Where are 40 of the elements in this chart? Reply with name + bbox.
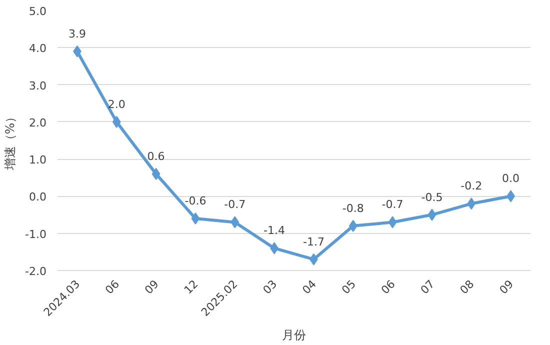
x-tick-label: 08	[458, 278, 477, 297]
data-label: -0.7	[382, 198, 404, 212]
data-label: -0.6	[184, 194, 206, 208]
data-label: -0.5	[421, 190, 443, 204]
y-tick-label: 3.0	[29, 79, 47, 92]
x-tick-label: 12	[182, 278, 201, 297]
data-label: 0.0	[502, 172, 520, 186]
data-label: 0.6	[147, 150, 165, 163]
x-axis-title: 月份	[282, 328, 306, 342]
x-tick-label: 06	[378, 278, 398, 297]
x-tick-label: 09	[497, 278, 516, 297]
y-tick-label: 2.0	[29, 116, 47, 130]
x-tick-label: 09	[142, 278, 162, 297]
data-label: -0.8	[342, 202, 364, 215]
y-tick-label: 1.0	[29, 154, 47, 167]
point	[191, 212, 200, 224]
point	[348, 220, 358, 232]
point	[230, 216, 240, 228]
x-tick-label: 03	[260, 278, 280, 297]
x-tick-label: 06	[102, 278, 122, 297]
point	[152, 168, 160, 180]
y-tick-label: -2.0	[25, 265, 47, 278]
data-label: -1.4	[264, 224, 286, 238]
point	[112, 116, 121, 128]
point	[428, 208, 436, 221]
y-tick-label: -1.0	[25, 228, 47, 241]
y-axis-title: 增速（%）	[3, 110, 18, 172]
y-tick-label: 0.0	[29, 190, 47, 204]
x-tick-label: 05	[339, 278, 358, 297]
x-tick-label: 04	[300, 278, 320, 297]
y-tick-label: 5.0	[29, 5, 47, 18]
x-tick-label: 07	[418, 278, 438, 297]
data-label: 3.9	[68, 27, 86, 40]
point	[388, 216, 397, 228]
y-tick-label: 4.0	[29, 42, 47, 56]
data-label: 2.0	[108, 98, 126, 111]
data-label: -0.7	[224, 198, 246, 212]
data-label: -0.2	[460, 180, 482, 193]
point	[467, 198, 476, 210]
data-label: -1.7	[302, 235, 324, 248]
